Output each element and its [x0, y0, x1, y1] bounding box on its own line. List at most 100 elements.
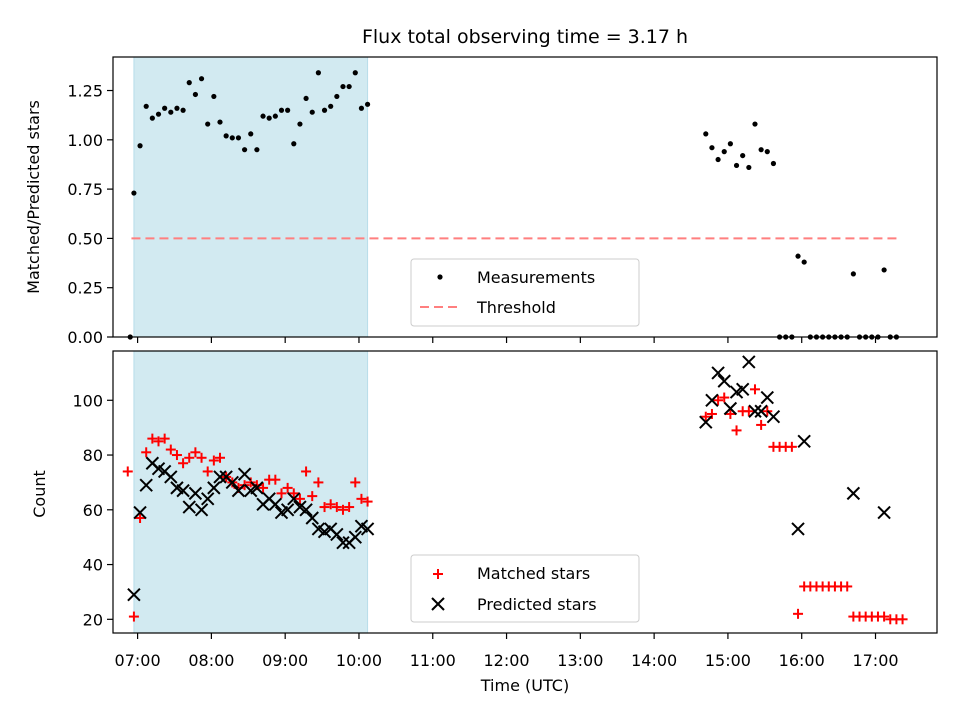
measurement-point: [334, 93, 340, 100]
matched-star-marker: [313, 477, 324, 488]
measurement-point: [285, 107, 291, 113]
matched-star-marker: [793, 608, 804, 619]
predicted-star-marker: [287, 492, 301, 506]
matched-star-marker: [135, 513, 146, 524]
measurement-point: [260, 113, 266, 119]
measurement-point: [764, 149, 770, 155]
measurement-point: [752, 121, 758, 127]
measurement-point: [715, 156, 721, 163]
matched-star-marker: [159, 433, 170, 444]
measurement-point: [315, 70, 321, 76]
x-tick-label: 13:00: [557, 651, 603, 670]
legend-matched-label: Matched stars: [477, 564, 590, 583]
bottom-y-tick-label: 80: [83, 446, 103, 465]
measurement-point: [709, 145, 715, 151]
predicted-star-marker: [735, 382, 750, 397]
legend-predicted-label: Predicted stars: [477, 595, 597, 614]
matched-star-marker: [350, 477, 361, 488]
matched-star-marker: [713, 395, 724, 406]
top-shaded-span: [133, 56, 369, 338]
measurement-point: [162, 105, 168, 111]
matched-star-marker: [141, 447, 152, 458]
matched-star-marker: [786, 441, 797, 452]
measurement-point: [801, 259, 807, 265]
top-y-tick-label: 1.25: [67, 82, 103, 101]
matched-star-marker: [153, 436, 164, 447]
matched-star-marker: [344, 502, 355, 513]
predicted-star-marker: [207, 481, 221, 495]
predicted-star-marker: [225, 475, 240, 490]
measurement-point: [192, 91, 198, 98]
predicted-star-marker: [760, 390, 774, 405]
matched-star-marker: [147, 433, 158, 444]
top-y-axis: 0.00 0.25 0.50 0.75 1.00 1.25: [67, 82, 113, 347]
matched-star-marker: [190, 447, 201, 458]
matched-star-marker: [743, 406, 754, 417]
measurement-point: [168, 109, 174, 115]
predicted-star-marker: [231, 483, 246, 498]
top-legend-box: [410, 258, 640, 327]
measurement-point: [217, 119, 223, 125]
measurement-point: [291, 141, 297, 147]
measurement-point: [254, 147, 260, 153]
bottom-y-axis: 20 40 60 80 100: [72, 391, 113, 629]
top-panel: Flux total observing time = 3.17 h 0.000…: [24, 26, 938, 347]
matched-star-marker: [270, 474, 281, 485]
measurement-point: [241, 147, 248, 153]
matched-star-marker: [202, 466, 213, 477]
predicted-star-marker: [766, 410, 781, 424]
measurement-point: [131, 190, 137, 196]
x-tick-label: 09:00: [262, 651, 308, 670]
x-tick-label: 15:00: [705, 651, 751, 670]
matched-star-marker: [214, 452, 225, 463]
measurement-point: [198, 76, 205, 82]
legend-measurements-marker: [437, 274, 443, 280]
x-tick-label: 10:00: [336, 651, 382, 670]
legend-threshold-label: Threshold: [476, 298, 556, 317]
bottom-legend-box: [410, 554, 640, 623]
predicted-star-marker: [139, 478, 153, 492]
bottom-y-tick-label: 40: [83, 556, 103, 575]
measurement-point: [149, 115, 155, 121]
measurement-point: [278, 107, 285, 113]
x-tick-label: 08:00: [188, 651, 234, 670]
measurement-point: [229, 135, 235, 141]
matched-star-marker: [122, 466, 133, 477]
measurement-point: [186, 80, 192, 86]
measurement-point: [303, 95, 309, 102]
predicted-star-marker: [742, 355, 756, 369]
measurement-point: [155, 111, 162, 117]
matched-star-marker: [879, 611, 890, 622]
measurement-point: [205, 121, 211, 127]
top-y-axis-label: Matched/Predicted stars: [24, 100, 43, 294]
predicted-star-marker: [754, 404, 768, 418]
matched-star-marker: [356, 493, 367, 504]
legend-measurements-label: Measurements: [477, 268, 595, 287]
matched-star-marker: [731, 425, 742, 436]
measurement-point: [850, 271, 856, 277]
bottom-panel: 20 40 60 80 100 07:00 08:00 09:00 10:00 11:00 12:…: [30, 350, 938, 695]
measurement-point: [758, 147, 764, 153]
matched-star-marker: [331, 502, 342, 513]
measurement-point: [746, 164, 752, 171]
bottom-plot-frame: [112, 350, 938, 634]
x-tick-label: 17:00: [852, 651, 898, 670]
matched-star-marker: [362, 496, 373, 507]
measurement-point: [321, 107, 328, 113]
measurement-point: [137, 143, 143, 149]
predicted-star-marker: [877, 505, 891, 520]
matched-star-marker: [165, 444, 176, 455]
predicted-star-marker: [200, 492, 215, 506]
predicted-star-marker: [133, 505, 147, 520]
matched-star-marker: [337, 504, 348, 515]
matched-star-marker: [184, 452, 195, 463]
top-plot-frame: [112, 56, 938, 338]
measurement-point: [180, 107, 186, 113]
matched-star-marker: [282, 482, 293, 493]
measurement-point: [358, 105, 365, 111]
x-tick-label: 14:00: [631, 651, 677, 670]
predicted-star-marker: [330, 527, 344, 542]
measurement-point: [340, 83, 346, 90]
matched-star-marker: [725, 408, 736, 419]
predicted-star-marker: [723, 401, 738, 416]
